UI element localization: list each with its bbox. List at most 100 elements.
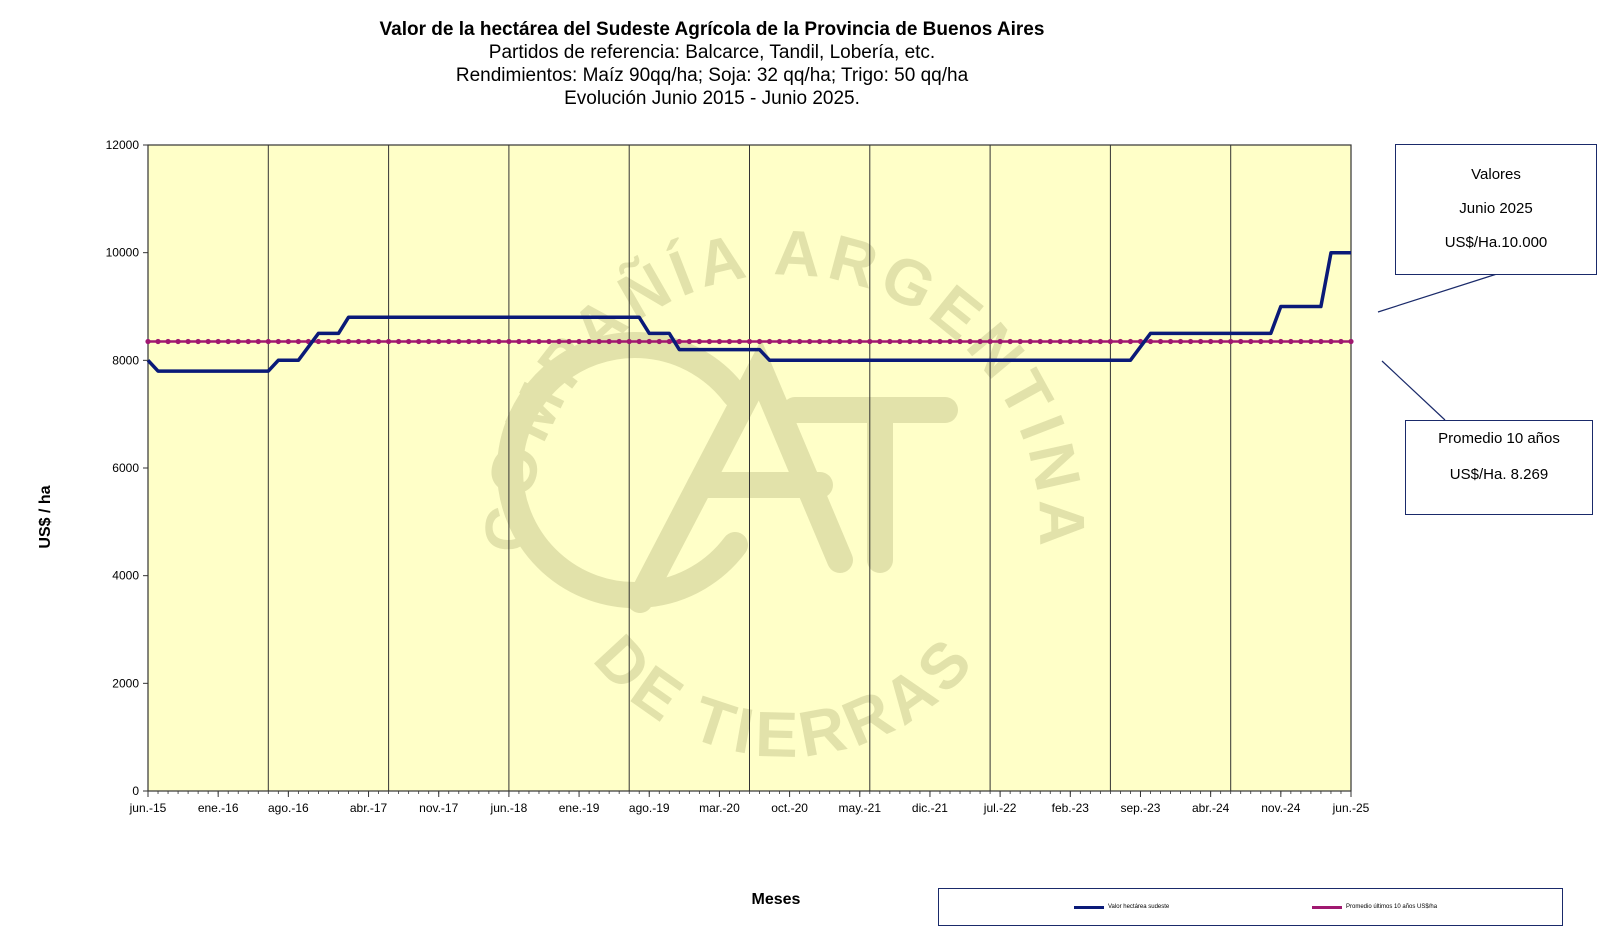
- series-point-average: [576, 338, 582, 345]
- series-point-average: [1147, 338, 1154, 345]
- y-tick-label: 10000: [106, 246, 140, 260]
- series-point-average: [1278, 338, 1284, 345]
- legend-item-series-1: Valor hectárea sudeste: [1074, 901, 1169, 913]
- series-point-average: [185, 338, 191, 345]
- series-point-average: [1338, 338, 1344, 345]
- series-point-average: [1238, 338, 1244, 345]
- series-point-average: [245, 338, 251, 345]
- x-tick-label: ago.-16: [268, 801, 309, 815]
- series-point-average: [776, 338, 783, 345]
- series-point-average: [165, 338, 171, 345]
- series-point-average: [325, 338, 332, 345]
- x-tick-label: nov.-24: [1261, 801, 1300, 815]
- series-point-average: [626, 338, 632, 345]
- series-point-average: [506, 338, 512, 345]
- series-point-average: [205, 338, 211, 345]
- series-point-average: [175, 338, 181, 345]
- y-tick-label: 4000: [112, 569, 139, 583]
- annotation-box-average: Promedio 10 años US$/Ha. 8.269: [1405, 420, 1593, 515]
- x-tick-label: ago.-19: [629, 801, 670, 815]
- annotation-line: US$/Ha.10.000: [1444, 234, 1548, 251]
- series-point-average: [1057, 338, 1063, 345]
- series-point-average: [1298, 338, 1304, 345]
- chart-titles: Valor de la hectárea del Sudeste Agrícol…: [312, 18, 1112, 110]
- series-point-average: [997, 338, 1003, 345]
- series-point-average: [566, 338, 572, 345]
- series-point-average: [235, 338, 241, 345]
- series-point-average: [656, 338, 662, 345]
- series-point-average: [1107, 338, 1113, 345]
- series-point-average: [536, 338, 542, 345]
- series-point-average: [456, 338, 462, 345]
- series-point-average: [686, 338, 692, 345]
- annotation-line: Valores: [1471, 166, 1521, 183]
- series-point-average: [486, 338, 492, 345]
- x-tick-label: abr.-17: [350, 801, 388, 815]
- series-line-valor-hectarea: [146, 250, 1351, 373]
- series-point-average: [335, 338, 342, 345]
- x-tick-label: jun.-15: [129, 801, 167, 815]
- annotation-line: US$/Ha. 8.269: [1449, 466, 1549, 483]
- series-point-average: [787, 338, 793, 345]
- series-point-average: [436, 338, 442, 345]
- series-point-average: [386, 338, 392, 345]
- chart-subtitle-1: Partidos de referencia: Balcarce, Tandil…: [488, 42, 936, 63]
- callout-pointer-lines: [1377, 272, 1501, 421]
- series-point-average: [586, 338, 592, 345]
- series-point-average: [887, 338, 893, 345]
- chart-title: Valor de la hectárea del Sudeste Agrícol…: [379, 19, 1045, 40]
- series-point-average: [225, 338, 231, 345]
- series-point-average: [195, 338, 201, 345]
- series-point-average: [315, 338, 322, 345]
- series-point-average: [1208, 338, 1214, 345]
- series-point-average: [756, 338, 763, 345]
- series-point-average: [676, 338, 682, 345]
- series-point-average: [1027, 338, 1033, 345]
- series-point-average: [847, 338, 853, 345]
- chart-subtitle-2: Rendimientos: Maíz 90qq/ha; Soja: 32 qq/…: [455, 65, 969, 86]
- series-point-average: [937, 338, 943, 345]
- series-point-average: [1097, 338, 1103, 345]
- series-point-average: [1037, 338, 1043, 345]
- series-point-average: [155, 338, 161, 345]
- series-point-average: [416, 338, 422, 345]
- series-point-average: [365, 338, 372, 345]
- series-point-average: [1258, 338, 1264, 345]
- series-point-average: [406, 338, 412, 345]
- series-point-average: [987, 338, 993, 345]
- y-tick-label: 0: [132, 784, 139, 798]
- series-point-average: [857, 338, 863, 345]
- series-point-average: [967, 338, 973, 345]
- series-point-average: [1157, 338, 1164, 345]
- legend-label: Valor hectárea sudeste: [1108, 904, 1170, 910]
- series-point-average: [746, 338, 753, 345]
- series-point-average: [1228, 338, 1234, 345]
- annotation-line: Promedio 10 años: [1438, 430, 1560, 447]
- x-tick-label: sep.-23: [1120, 801, 1160, 815]
- series-point-average: [927, 338, 933, 345]
- series-point-average: [1308, 338, 1314, 345]
- series-point-average: [1198, 338, 1204, 345]
- series-point-average: [1188, 338, 1194, 345]
- series-point-average: [285, 338, 291, 345]
- series-point-average: [736, 338, 743, 345]
- series-point-average: [466, 338, 472, 345]
- series-point-average: [255, 338, 261, 345]
- series-point-average: [1117, 338, 1124, 345]
- chart-subtitle-3: Evolución Junio 2015 - Junio 2025.: [564, 88, 860, 109]
- series-point-average: [977, 338, 983, 345]
- series-point-average: [897, 338, 903, 345]
- series-point-average: [1007, 338, 1013, 345]
- chart-legend: Valor hectárea sudeste Promedio últimos …: [938, 888, 1563, 926]
- series-point-average: [1047, 338, 1053, 345]
- series-point-average: [546, 338, 552, 345]
- series-point-average: [275, 338, 281, 345]
- series-point-average: [1017, 338, 1023, 345]
- legend-swatch: [1074, 905, 1104, 909]
- series-point-average: [446, 338, 452, 345]
- series-point-average: [606, 338, 612, 345]
- series-point-average: [1348, 338, 1354, 345]
- x-tick-label: dic.-21: [912, 801, 948, 815]
- series-point-average: [265, 338, 271, 345]
